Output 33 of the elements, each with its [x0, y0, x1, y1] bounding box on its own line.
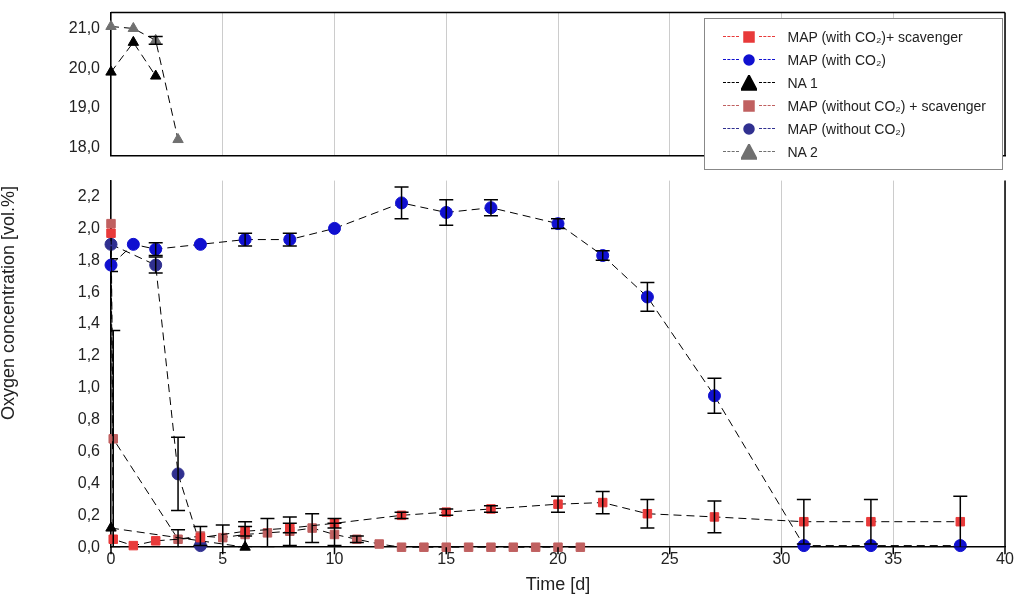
y-tick-label: 1,4 — [77, 314, 101, 332]
legend-label: MAP (with CO₂)+ scavenger — [787, 28, 963, 45]
x-tick-label: 15 — [437, 550, 456, 568]
x-tick-label: 5 — [218, 550, 228, 568]
x-tick-label: 25 — [660, 550, 679, 568]
x-tick-label: 0 — [106, 550, 116, 568]
x-tick-label: 20 — [549, 550, 567, 568]
x-tick-label: 35 — [884, 550, 903, 568]
x-tick-label: 30 — [772, 550, 791, 568]
legend-label: NA 2 — [787, 143, 818, 160]
y-tick-label: 1,0 — [77, 378, 101, 396]
legend-label: MAP (without CO₂) — [787, 120, 906, 137]
y-tick-label: 18,0 — [68, 137, 101, 155]
y-tick-label: 1,8 — [77, 250, 101, 268]
y-tick-label: 2,0 — [77, 218, 101, 236]
y-tick-label: 21,0 — [68, 18, 101, 36]
y-tick-label: 1,6 — [77, 282, 101, 300]
x-axis-title: Time [d] — [525, 574, 591, 595]
y-tick-label: 0,0 — [77, 537, 101, 555]
legend-label: MAP (without CO₂) + scavenger — [787, 97, 986, 114]
y-tick-label: 0,4 — [77, 473, 101, 491]
y-tick-label: 20,0 — [68, 58, 101, 76]
y-axis-title: Oxygen concentration [vol.%] — [0, 185, 19, 420]
y-tick-label: 2,2 — [77, 186, 101, 204]
legend-label: NA 1 — [787, 74, 818, 91]
y-tick-label: 1,2 — [77, 346, 101, 364]
x-tick-label: 10 — [325, 550, 344, 568]
x-tick-label: 40 — [996, 550, 1014, 568]
y-tick-label: 19,0 — [68, 98, 101, 116]
legend-label: MAP (with CO₂) — [787, 51, 886, 68]
y-tick-label: 0,2 — [77, 505, 101, 523]
y-tick-label: 0,6 — [77, 441, 101, 459]
y-tick-label: 0,8 — [77, 410, 101, 428]
